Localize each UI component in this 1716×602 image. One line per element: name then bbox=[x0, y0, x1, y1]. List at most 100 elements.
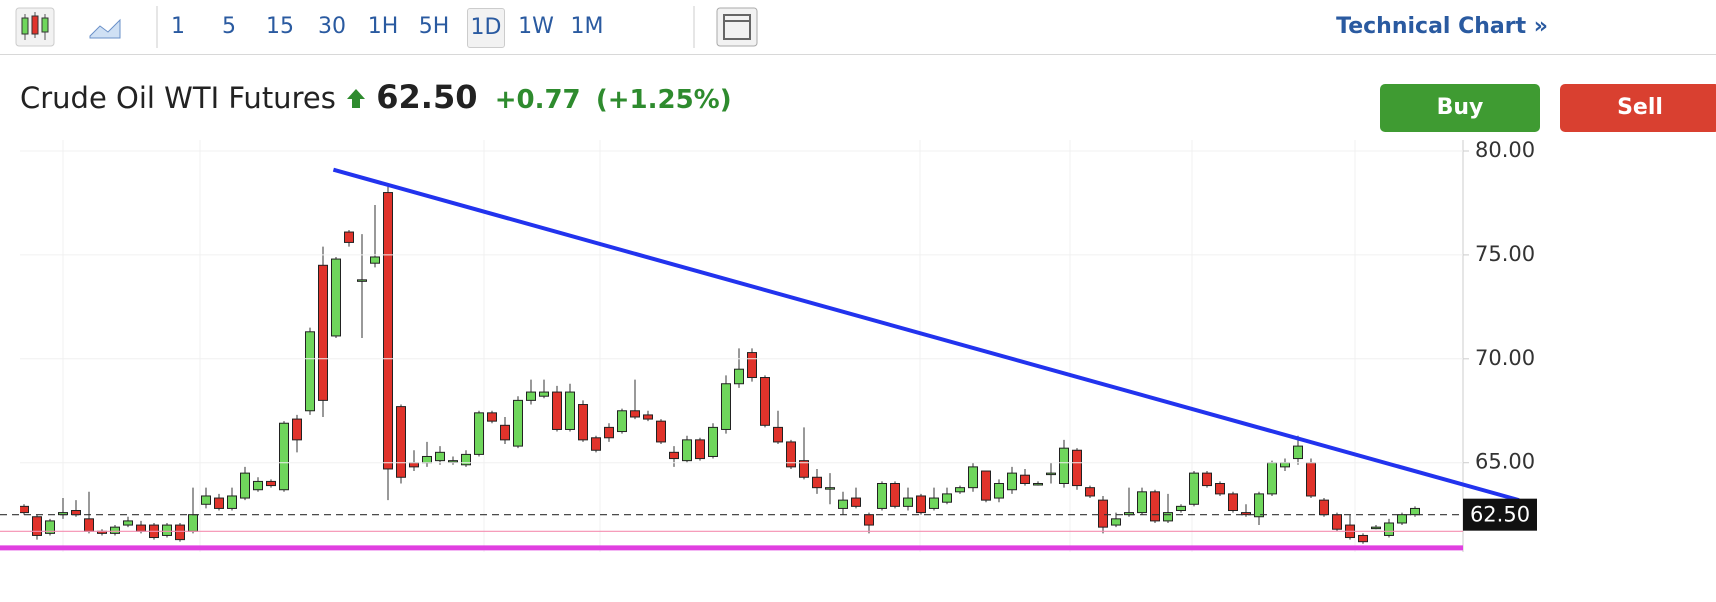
candle-body bbox=[565, 391, 575, 430]
candle-body bbox=[760, 377, 770, 426]
interval-button[interactable]: 30 bbox=[318, 14, 346, 39]
candle-body bbox=[422, 455, 432, 464]
interval-button[interactable]: 5 bbox=[222, 14, 236, 39]
last-price-box bbox=[1463, 498, 1537, 531]
candle-body bbox=[461, 453, 471, 466]
change: +0.77 bbox=[494, 85, 581, 115]
candle-body bbox=[591, 437, 601, 451]
candle-body bbox=[136, 524, 146, 532]
vertical-grid bbox=[62, 140, 1356, 552]
candle-body bbox=[695, 439, 705, 460]
candle-body bbox=[929, 497, 939, 509]
candle-body bbox=[344, 231, 354, 243]
sell-button[interactable]: Sell bbox=[1560, 84, 1716, 132]
candle-body bbox=[500, 424, 510, 441]
layout-icon[interactable] bbox=[716, 7, 758, 47]
last-price-label: 62.50 bbox=[1470, 503, 1530, 527]
candle-body bbox=[487, 412, 497, 422]
y-tick-label: 75.00 bbox=[1475, 242, 1535, 266]
candle-body bbox=[1345, 524, 1355, 539]
candle-body bbox=[201, 495, 211, 505]
candle-body bbox=[110, 526, 120, 534]
candle-body bbox=[448, 460, 458, 463]
interval-button[interactable]: 1D bbox=[467, 8, 505, 48]
candle-body bbox=[84, 518, 94, 532]
candle-body bbox=[916, 495, 926, 514]
candle-body bbox=[396, 406, 406, 478]
area-icon[interactable] bbox=[89, 18, 121, 39]
candle-body bbox=[864, 514, 874, 526]
candle-body bbox=[578, 404, 588, 441]
candle-body bbox=[799, 460, 809, 478]
instrument-header: Crude Oil WTI Futures 62.50 +0.77 (+1.25… bbox=[20, 78, 732, 116]
candle-body bbox=[1176, 505, 1186, 512]
candle-body bbox=[825, 487, 835, 490]
candle-body bbox=[942, 493, 952, 503]
candle-body bbox=[123, 520, 133, 526]
candle-body bbox=[1254, 493, 1264, 518]
candle-body bbox=[968, 466, 978, 489]
candle-body bbox=[162, 524, 172, 536]
candle-body bbox=[1384, 522, 1394, 536]
toolbar: Technical Chart » 1 5 15 30 1H 5H 1D 1W 1M bbox=[0, 0, 1716, 55]
interval-button[interactable]: 5H bbox=[418, 14, 450, 39]
interval-button[interactable]: 1H bbox=[367, 14, 399, 39]
candle-body bbox=[604, 426, 614, 439]
candle-body bbox=[526, 391, 536, 401]
candle-body bbox=[1033, 482, 1043, 486]
candle-body bbox=[435, 451, 445, 462]
candle-body bbox=[1189, 472, 1199, 505]
candle-body bbox=[1124, 512, 1134, 516]
candle-body bbox=[1332, 514, 1342, 530]
candle-body bbox=[734, 368, 744, 385]
candle-body bbox=[955, 487, 965, 493]
candle-body bbox=[266, 480, 276, 487]
candle-body bbox=[1020, 474, 1030, 484]
interval-button[interactable]: 1M bbox=[570, 14, 604, 39]
candle-body bbox=[1371, 526, 1381, 530]
candle-body bbox=[617, 410, 627, 433]
candle-body bbox=[838, 499, 848, 509]
y-tick-label: 70.00 bbox=[1475, 346, 1535, 370]
candle-body bbox=[1085, 487, 1095, 497]
trendline bbox=[332, 167, 1520, 503]
candle-body bbox=[20, 505, 29, 514]
interval-button[interactable]: 15 bbox=[266, 14, 294, 39]
candle-body bbox=[175, 524, 185, 541]
buy-button[interactable]: Buy bbox=[1380, 84, 1540, 132]
candle-body bbox=[409, 462, 419, 468]
candle-body bbox=[1410, 507, 1420, 516]
interval-button[interactable]: 1 bbox=[171, 14, 185, 39]
candle-body bbox=[786, 441, 796, 468]
candle-body bbox=[32, 516, 42, 536]
candle-body bbox=[1293, 445, 1303, 460]
candle-body bbox=[474, 412, 484, 455]
candle-body bbox=[292, 418, 302, 441]
candle-body bbox=[708, 426, 718, 457]
candle-body bbox=[682, 439, 692, 462]
candle-body bbox=[552, 391, 562, 430]
candle-body bbox=[1215, 482, 1225, 495]
price: 62.50 bbox=[376, 78, 478, 116]
change-percent: (+1.25%) bbox=[595, 85, 732, 115]
candle-body bbox=[214, 497, 224, 509]
interval-button[interactable]: 1W bbox=[518, 14, 554, 39]
candle-body bbox=[370, 256, 380, 264]
candle-body bbox=[877, 482, 887, 509]
candle-body bbox=[721, 383, 731, 430]
candle-body bbox=[1046, 472, 1056, 476]
candle-body bbox=[812, 476, 822, 489]
candle-body bbox=[1397, 514, 1407, 524]
candle-body bbox=[1358, 534, 1368, 543]
candle-body bbox=[851, 497, 861, 507]
instrument-name: Crude Oil WTI Futures bbox=[20, 81, 336, 115]
candle-body bbox=[747, 352, 757, 379]
candle-body bbox=[58, 512, 68, 516]
candle-body bbox=[1111, 518, 1121, 526]
candle-body bbox=[890, 482, 900, 507]
candle-body bbox=[669, 451, 679, 460]
candle-body bbox=[1241, 512, 1251, 516]
technical-chart-link[interactable]: Technical Chart » bbox=[1336, 14, 1548, 39]
candle-body bbox=[305, 331, 315, 412]
candle-body bbox=[656, 420, 666, 443]
